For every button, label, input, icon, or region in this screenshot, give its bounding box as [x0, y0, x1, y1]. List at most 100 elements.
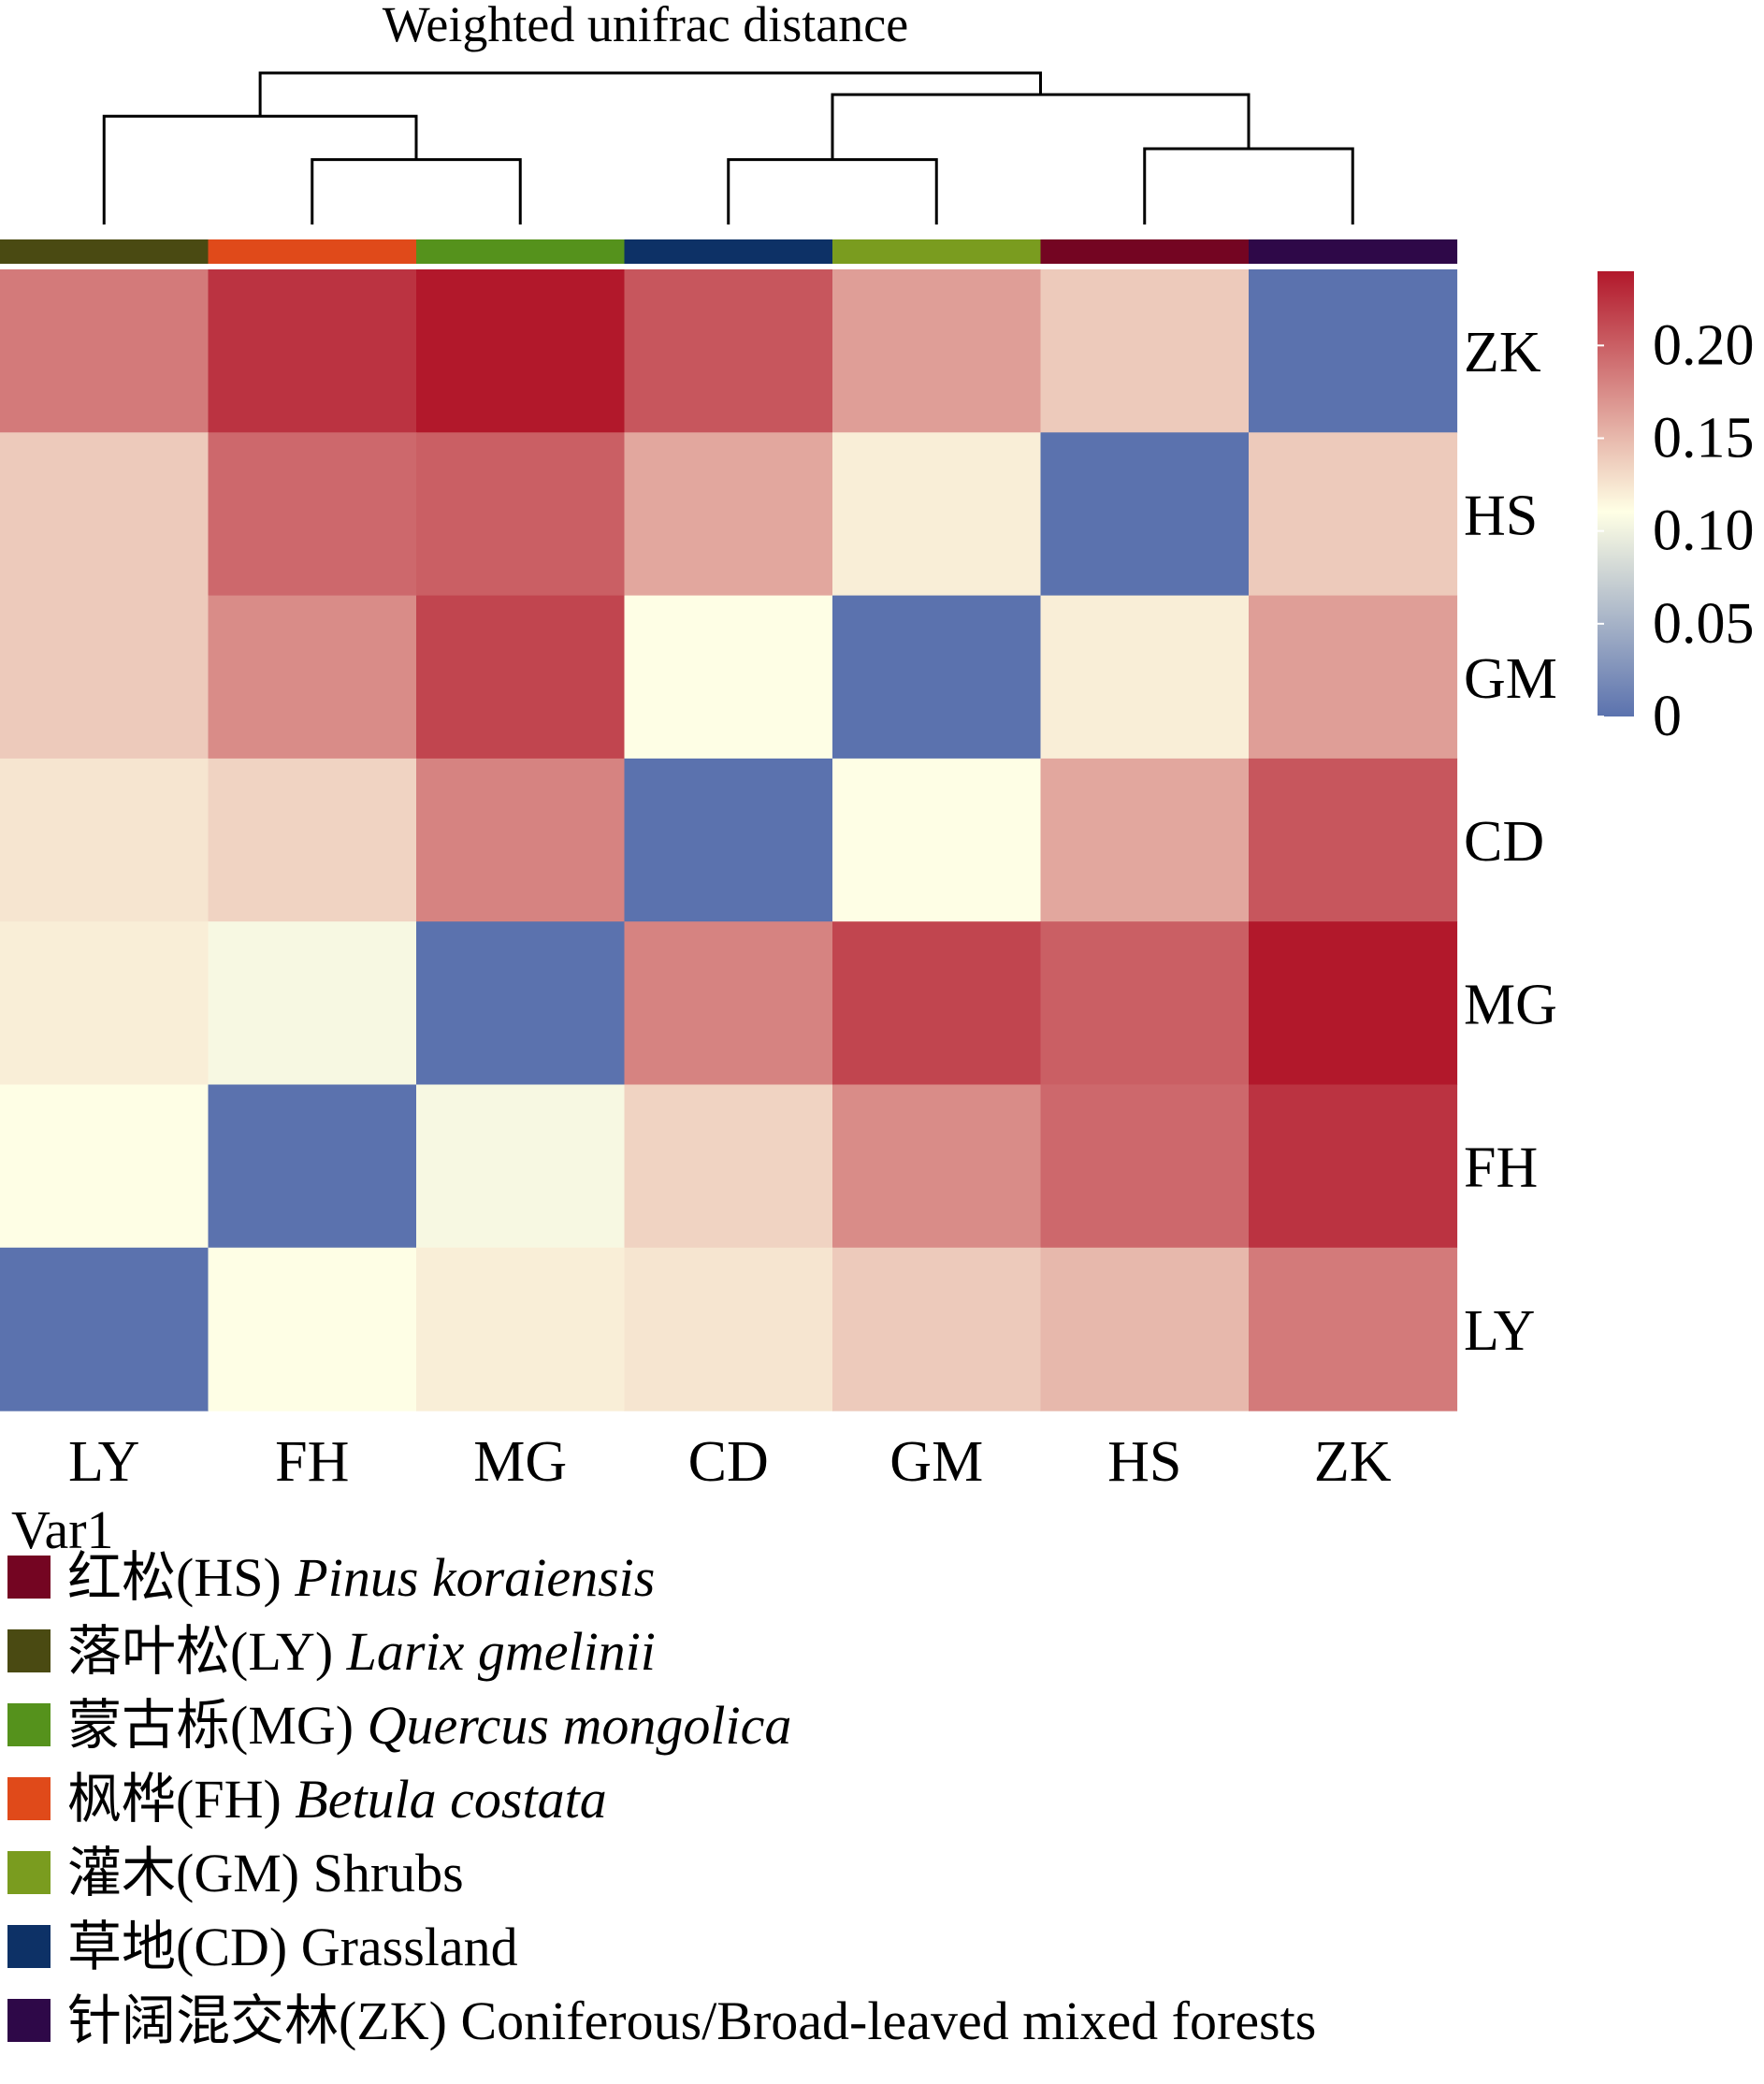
column-label-hs: HS	[1107, 1430, 1181, 1494]
heatmap-cell-ly-zk	[1249, 1247, 1458, 1411]
heatmap-cell-fh-ly	[0, 1084, 210, 1249]
heatmap-cell-zk-fh	[208, 269, 417, 433]
heatmap-cell-cd-ly	[0, 758, 210, 922]
heatmap-cell-cd-hs	[1040, 758, 1250, 922]
legend-item-mg: 蒙古栎(MG) Quercus mongolica	[7, 1695, 791, 1756]
legend-item-zk: 针阔混交林(ZK) Coniferous/Broad-leaved mixed …	[7, 1990, 1316, 2051]
heatmap-cell-hs-zk	[1249, 432, 1458, 597]
legend-label-ly: 落叶松(LY) Larix gmelinii	[67, 1621, 656, 1682]
legend-swatch-gm	[7, 1851, 51, 1894]
dendrogram-branch-cd-gm	[727, 158, 938, 224]
legend-label-mg: 蒙古栎(MG) Quercus mongolica	[67, 1695, 791, 1756]
heatmap-cell-zk-mg	[416, 269, 626, 433]
heatmap-cell-mg-mg	[416, 921, 626, 1086]
column-dendrogram	[102, 71, 1354, 224]
heatmap-cell-gm-fh	[208, 595, 417, 760]
row-label-hs: HS	[1464, 484, 1538, 547]
dendrogram-branch-ly-fh_mg	[102, 114, 418, 224]
heatmap-cell-ly-gm	[832, 1247, 1042, 1411]
heatmap-cell-zk-gm	[832, 269, 1042, 433]
heatmap-cell-gm-gm	[832, 595, 1042, 760]
legend-item-hs: 红松(HS) Pinus koraiensis	[7, 1547, 655, 1608]
heatmap-cell-ly-hs	[1040, 1247, 1250, 1411]
heatmap-cell-hs-fh	[208, 432, 417, 597]
annotation-cell-cd	[624, 239, 833, 264]
heatmap-cell-ly-ly	[0, 1247, 210, 1411]
heatmap-cell-ly-cd	[624, 1247, 833, 1411]
legend-label-fh: 枫桦(FH) Betula costata	[67, 1769, 607, 1830]
heatmap-cell-gm-mg	[416, 595, 626, 760]
heatmap-cell-zk-cd	[624, 269, 833, 433]
row-label-mg: MG	[1464, 973, 1557, 1036]
annotation-cell-ly	[0, 239, 210, 264]
column-label-gm: GM	[889, 1430, 983, 1494]
heatmap-cell-zk-ly	[0, 269, 210, 433]
dendrogram-branch-fh-mg	[311, 158, 522, 224]
heatmap-cell-hs-mg	[416, 432, 626, 597]
legend: 红松(HS) Pinus koraiensis 落叶松(LY) Larix gme…	[7, 1547, 1316, 2051]
heatmap-cell-ly-fh	[208, 1247, 417, 1411]
legend-swatch-cd	[7, 1925, 51, 1968]
column-labels: LY FH MG CD GM HS ZK	[68, 1430, 1392, 1494]
legend-item-cd: 草地(CD) Grassland	[7, 1917, 518, 1977]
column-label-ly: LY	[68, 1430, 139, 1494]
dendrogram-branch-ly_fh_mg-cd_gm_hs_zk	[258, 71, 1042, 117]
heatmap-cell-mg-fh	[208, 921, 417, 1086]
annotation-cell-fh	[208, 239, 417, 264]
heatmap-cell-cd-zk	[1249, 758, 1458, 922]
column-label-cd: CD	[688, 1430, 769, 1494]
heatmap-cell-cd-cd	[624, 758, 833, 922]
heatmap-cell-mg-hs	[1040, 921, 1250, 1086]
heatmap-cell-ly-mg	[416, 1247, 626, 1411]
colorbar-tick-label: 0	[1653, 685, 1682, 748]
legend-label-zk: 针阔混交林(ZK) Coniferous/Broad-leaved mixed …	[67, 1990, 1316, 2051]
colorbar-tick-label: 0.15	[1653, 407, 1755, 470]
heatmap-cell-hs-cd	[624, 432, 833, 597]
column-label-mg: MG	[473, 1430, 567, 1494]
legend-swatch-fh	[7, 1777, 51, 1820]
heatmap-cell-gm-zk	[1249, 595, 1458, 760]
annotation-cell-gm	[832, 239, 1042, 264]
row-labels: ZK HS GM CD MG FH LY	[1464, 321, 1557, 1363]
legend-label-cd: 草地(CD) Grassland	[67, 1917, 518, 1977]
heatmap-cell-gm-hs	[1040, 595, 1250, 760]
heatmap-cell-fh-mg	[416, 1084, 626, 1249]
legend-item-ly: 落叶松(LY) Larix gmelinii	[7, 1621, 656, 1682]
heatmap-cell-zk-zk	[1249, 269, 1458, 433]
heatmap-cell-hs-gm	[832, 432, 1042, 597]
row-label-cd: CD	[1464, 810, 1544, 874]
legend-label-hs: 红松(HS) Pinus koraiensis	[67, 1547, 655, 1608]
row-label-fh: FH	[1464, 1136, 1538, 1200]
heatmap-cells	[0, 269, 1458, 1411]
heatmap-cell-gm-cd	[624, 595, 833, 760]
heatmap-cell-hs-hs	[1040, 432, 1250, 597]
column-label-fh: FH	[275, 1430, 349, 1494]
chart-title: Weighted unifrac distance	[383, 0, 908, 52]
dendrogram-branch-hs-zk	[1143, 147, 1354, 224]
colorbar	[1598, 271, 1634, 716]
legend-swatch-zk	[7, 1999, 51, 2042]
legend-swatch-hs	[7, 1556, 51, 1599]
colorbar-gradient	[1598, 271, 1634, 716]
annotation-cell-mg	[416, 239, 626, 264]
row-label-gm: GM	[1464, 647, 1557, 711]
heatmap-cell-fh-gm	[832, 1084, 1042, 1249]
column-label-zk: ZK	[1314, 1430, 1392, 1494]
colorbar-tick-label: 0.20	[1653, 313, 1755, 377]
legend-swatch-mg	[7, 1703, 51, 1746]
colorbar-tick-label: 0.05	[1653, 592, 1755, 656]
heatmap-cell-cd-mg	[416, 758, 626, 922]
heatmap-cell-cd-gm	[832, 758, 1042, 922]
legend-swatch-ly	[7, 1629, 51, 1672]
colorbar-tick-label: 0.10	[1653, 499, 1755, 563]
heatmap-cell-fh-fh	[208, 1084, 417, 1249]
row-label-ly: LY	[1464, 1299, 1535, 1363]
column-annotation-bar	[0, 239, 1458, 264]
heatmap-cell-gm-ly	[0, 595, 210, 760]
heatmap-cell-hs-ly	[0, 432, 210, 597]
annotation-cell-hs	[1040, 239, 1250, 264]
heatmap-cell-mg-zk	[1249, 921, 1458, 1086]
row-label-zk: ZK	[1464, 321, 1541, 384]
heatmap-cell-fh-cd	[624, 1084, 833, 1249]
